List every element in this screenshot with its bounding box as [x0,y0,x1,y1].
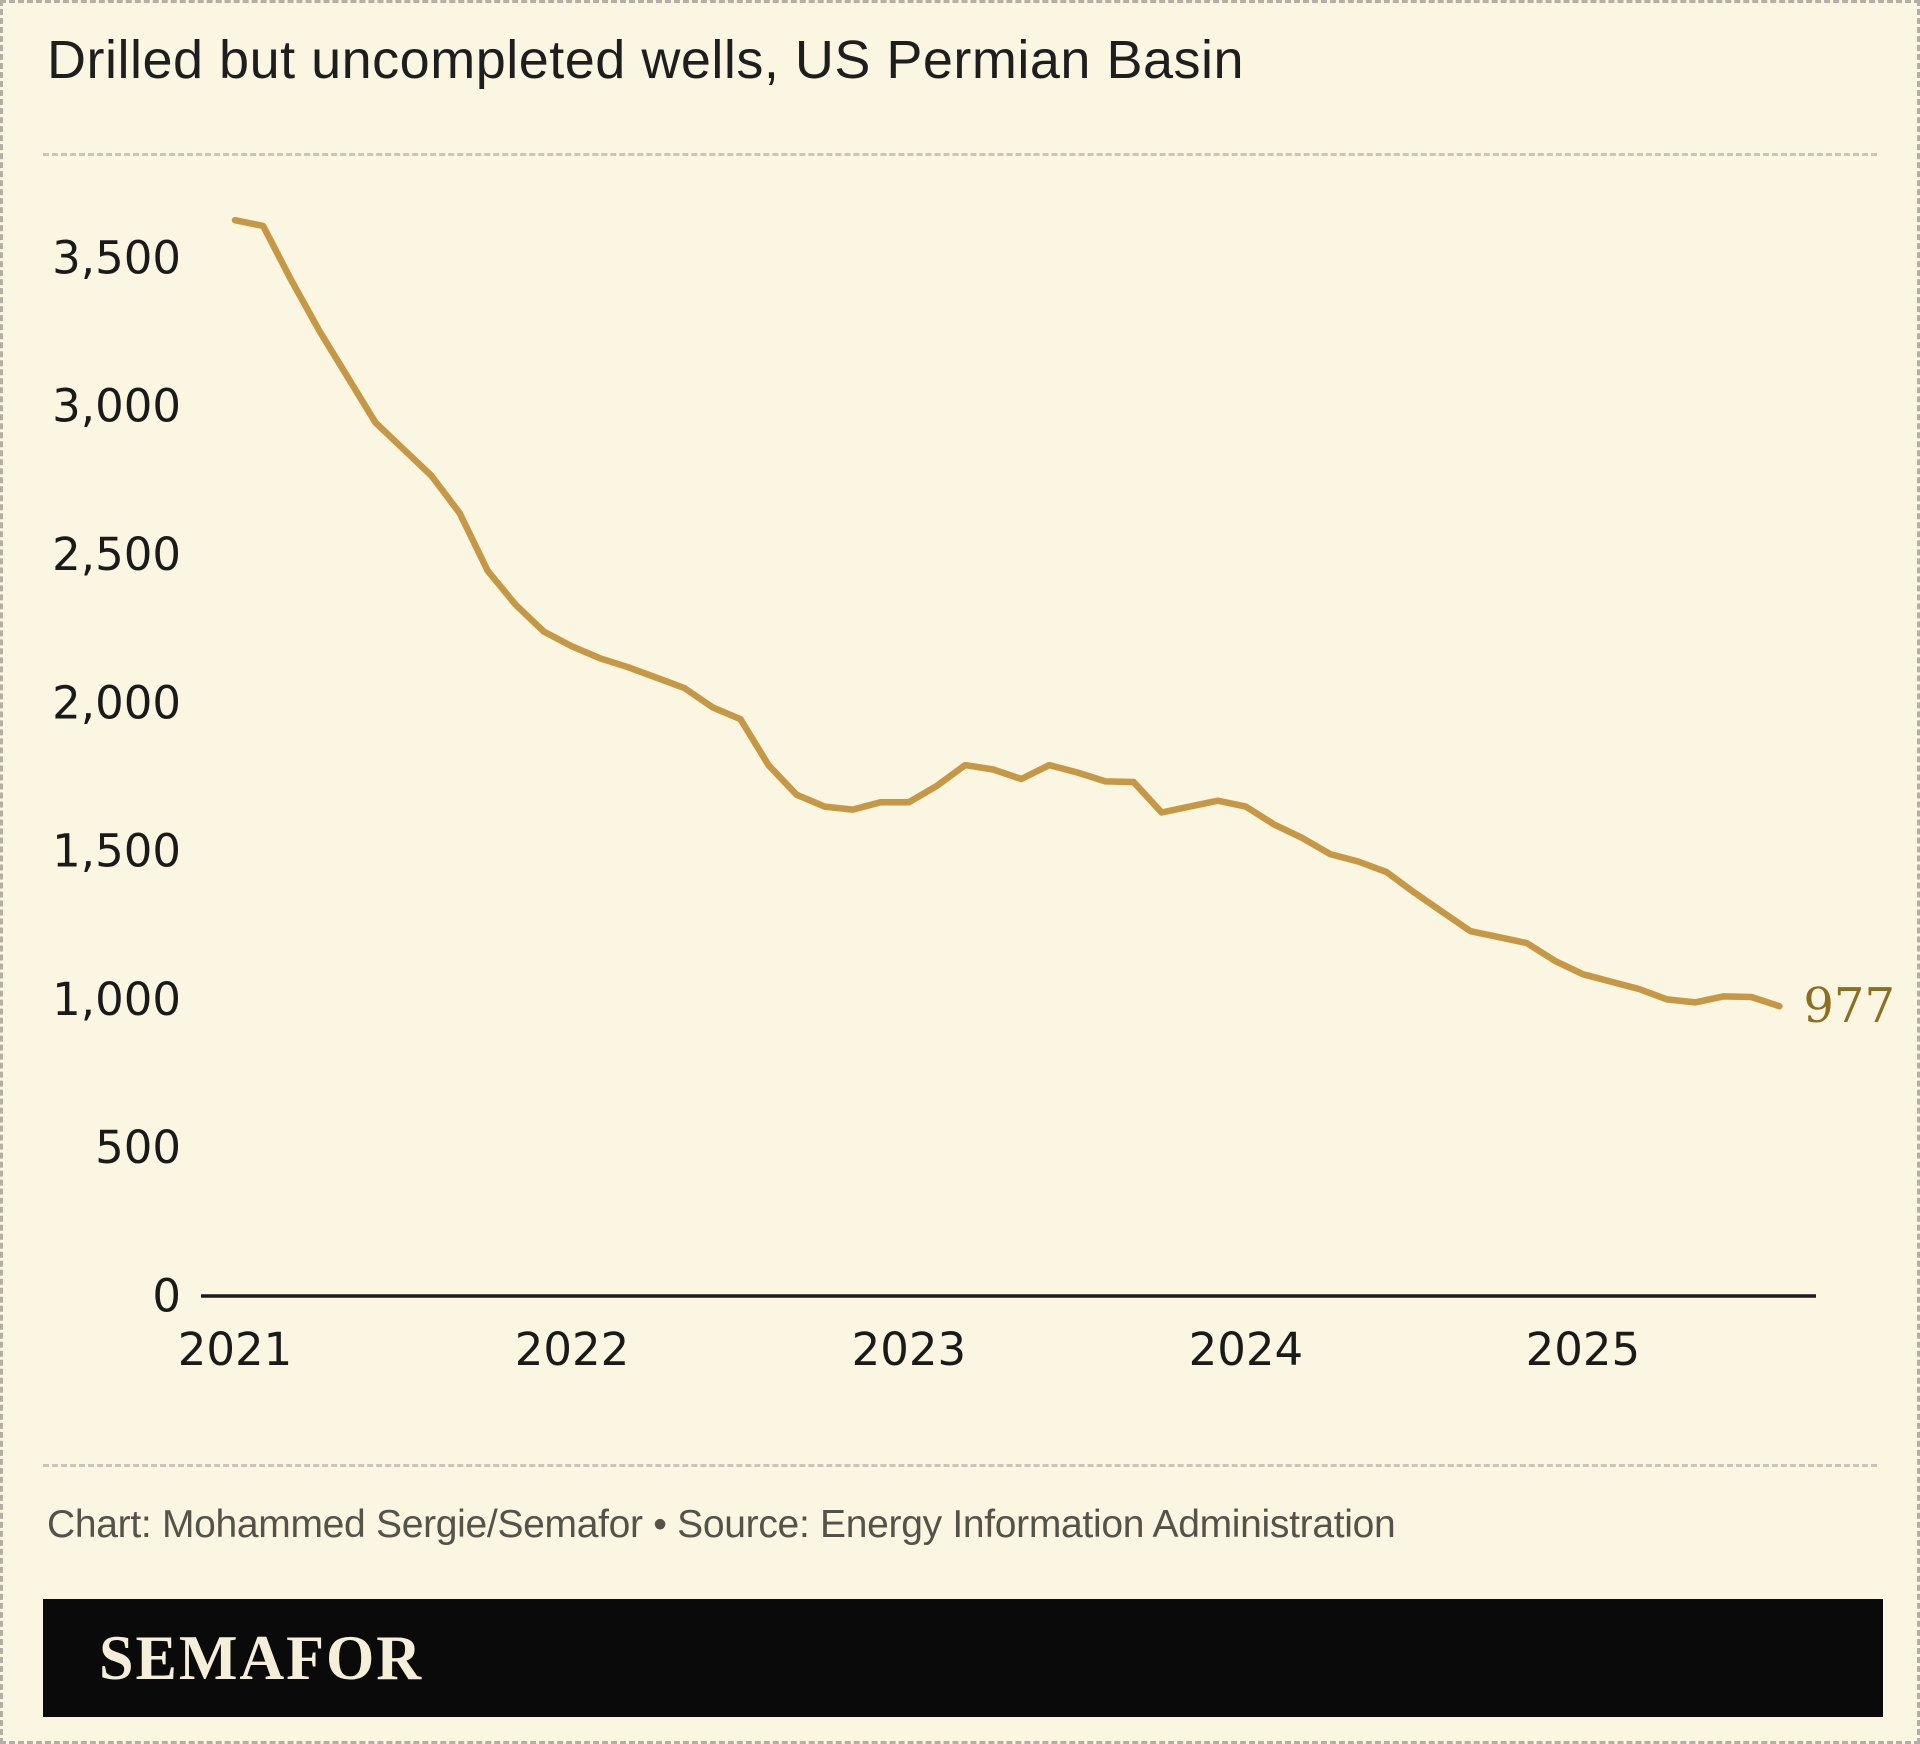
semafor-logo: SEMAFOR [99,1622,423,1693]
y-tick-label: 1,500 [52,825,181,878]
footer-divider [43,1464,1877,1467]
x-tick-label: 2021 [178,1323,293,1376]
x-tick-label: 2023 [852,1323,967,1376]
chart-credit: Chart: Mohammed Sergie/Semafor • Source:… [47,1503,1396,1546]
end-value-label: 977 [1803,978,1895,1034]
y-tick-label: 3,000 [52,380,181,433]
y-tick-label: 1,000 [52,973,181,1026]
y-tick-label: 0 [152,1270,181,1323]
title-divider [43,153,1877,156]
brand-bar: SEMAFOR [43,1599,1883,1717]
duc-wells-data-line [231,216,1783,1010]
y-axis-tick-labels: 0 500 1,000 1,500 2,000 2,500 3,000 3,500 [52,231,181,1322]
x-tick-label: 2025 [1526,1323,1641,1376]
page-title: Drilled but uncompleted wells, US Permia… [47,30,1245,90]
y-tick-label: 2,000 [52,676,181,729]
y-tick-label: 2,500 [52,528,181,581]
y-tick-label: 500 [95,1121,181,1174]
x-axis-tick-labels: 2021 2022 2023 2024 2025 [178,1323,1640,1376]
y-tick-label: 3,500 [52,231,181,284]
x-tick-label: 2022 [515,1323,630,1376]
x-tick-label: 2024 [1189,1323,1304,1376]
